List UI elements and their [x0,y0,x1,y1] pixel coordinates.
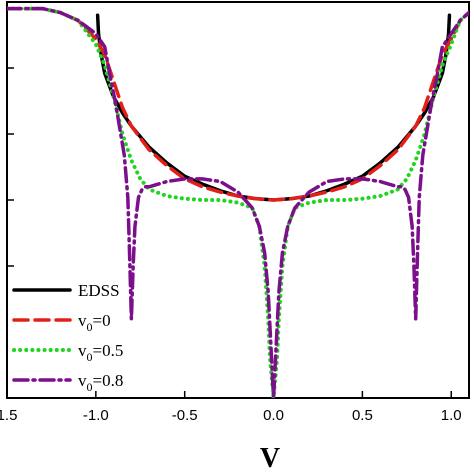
axis-ticks: 1.5 -1.0 -0.5 0.0 0.5 1.0 [0,67,462,424]
legend-label-sub: 0 [87,380,93,394]
x-tick-label: -0.5 [172,407,198,424]
x-axis-label: V [260,443,280,474]
legend-label-suffix: =0 [93,311,111,330]
x-tick-label: 0.5 [352,407,373,424]
legend-label-main: EDSS [78,281,120,300]
legend-label-main: v [78,371,87,390]
series-layer [7,6,469,398]
x-tick-label: 0.0 [263,407,284,424]
legend-label-main: v [78,341,87,360]
legend-label-suffix: =0.5 [93,341,124,360]
legend-label: v0=0.5 [78,341,123,364]
legend-label-sub: 0 [87,320,93,334]
series-line-2 [7,6,469,202]
legend-label: v0=0.8 [78,371,123,394]
x-tick-label: 1.5 [0,407,17,424]
series-line-4 [7,6,469,398]
legend-label-main: v [78,311,87,330]
legend-label: EDSS [78,281,120,300]
x-tick-label: -1.0 [83,407,109,424]
legend-label: v0=0 [78,311,111,334]
plot-frame [6,1,470,399]
x-tick-label: 1.0 [441,407,462,424]
legend-label-sub: 0 [87,350,93,364]
legend-label-suffix: =0.8 [93,371,124,390]
